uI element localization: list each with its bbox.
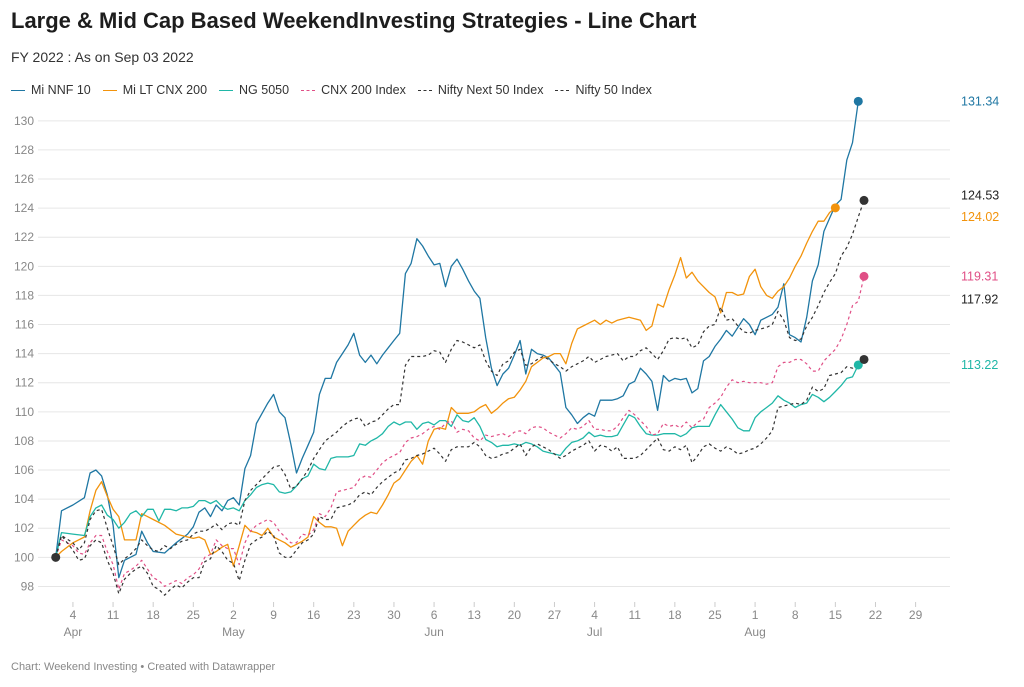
legend-item: Nifty 50 Index (555, 83, 652, 97)
x-tick-label: 16 (307, 608, 321, 622)
end-value-label: 113.22 (961, 358, 998, 372)
end-value-label: 119.31 (961, 269, 998, 283)
y-tick-label: 110 (15, 405, 34, 419)
chart-footer: Chart: Weekend Investing • Created with … (11, 661, 276, 673)
x-tick-label: 25 (187, 608, 201, 622)
x-tick-label: 11 (107, 608, 120, 622)
y-tick-label: 120 (14, 259, 34, 273)
x-tick-label: 25 (708, 608, 722, 622)
chart-subtitle: FY 2022 : As on Sep 03 2022 (11, 49, 194, 65)
y-tick-label: 102 (14, 521, 34, 535)
series-lines (55, 101, 865, 596)
x-tick-label: 18 (668, 608, 682, 622)
y-tick-label: 114 (15, 347, 34, 361)
x-month-label: Apr (64, 625, 83, 639)
end-value-label: 117.92 (961, 293, 998, 307)
legend-label: Mi NNF 10 (31, 83, 91, 97)
legend-swatch (102, 89, 117, 91)
legend-item: CNX 200 Index (301, 83, 406, 97)
series-line (55, 207, 836, 567)
legend-swatch (417, 89, 432, 91)
legend-label: Nifty Next 50 Index (437, 83, 544, 97)
y-tick-label: 124 (14, 201, 34, 215)
x-month-label: Aug (744, 625, 765, 639)
end-point (859, 271, 869, 281)
legend-swatch (555, 89, 570, 91)
x-tick-label: 30 (387, 608, 401, 622)
x-tick-label: 6 (431, 608, 438, 622)
legend-item: Nifty Next 50 Index (417, 83, 544, 97)
x-tick-label: 18 (147, 608, 161, 622)
legend-label: NG 5050 (239, 83, 290, 97)
y-tick-label: 98 (21, 579, 35, 593)
x-tick-label: 15 (829, 608, 843, 622)
legend-swatch (301, 89, 316, 91)
legend-item: Mi NNF 10 (11, 83, 91, 97)
legend-item: Mi LT CNX 200 (102, 83, 208, 97)
y-tick-label: 106 (14, 463, 34, 477)
chart-title: Large & Mid Cap Based WeekendInvesting S… (11, 8, 697, 33)
legend-swatch (11, 89, 25, 91)
x-tick-label: 29 (909, 608, 923, 622)
x-month-label: Jun (424, 625, 443, 639)
series-line (55, 276, 865, 590)
x-tick-label: 23 (347, 608, 361, 622)
x-month-label: May (222, 625, 245, 639)
series-line (55, 364, 859, 558)
end-point (859, 354, 869, 364)
end-value-label: 131.34 (961, 94, 999, 108)
chart-legend: Mi NNF 10 Mi LT CNX 200 NG 5050 CNX 200 Ind… (11, 83, 664, 97)
y-tick-label: 118 (15, 288, 34, 302)
end-value-label: 124.02 (961, 210, 999, 224)
end-point (830, 203, 840, 213)
x-tick-label: 11 (628, 608, 641, 622)
x-tick-label: 20 (508, 608, 522, 622)
x-tick-label: 4 (591, 608, 598, 622)
x-tick-label: 4 (70, 608, 77, 622)
start-point (51, 552, 61, 562)
legend-label: Mi LT CNX 200 (122, 83, 208, 97)
gridlines (38, 120, 950, 587)
series-line (55, 200, 865, 566)
series-endpoints: 131.34 124.02 113.22 119.31 124.53 117.92 (51, 94, 999, 562)
x-tick-label: 27 (548, 608, 562, 622)
legend-label: Nifty 50 Index (575, 83, 652, 97)
y-tick-label: 100 (14, 550, 34, 564)
legend-item: NG 5050 (219, 83, 289, 97)
y-tick-label: 126 (14, 172, 34, 186)
end-value-label: 124.53 (961, 188, 999, 202)
y-tick-label: 108 (14, 434, 34, 448)
x-tick-label: 13 (468, 608, 482, 622)
legend-label: CNX 200 Index (321, 83, 406, 97)
x-tick-label: 1 (752, 608, 759, 622)
y-tick-label: 130 (14, 114, 34, 128)
y-tick-label: 112 (15, 376, 34, 390)
x-month-label: Jul (587, 625, 602, 639)
x-tick-label: 22 (869, 608, 883, 622)
series-line (55, 101, 859, 579)
x-tick-label: 8 (792, 608, 799, 622)
y-tick-label: 104 (14, 492, 34, 506)
end-point (853, 360, 863, 370)
y-tick-label: 128 (14, 143, 34, 157)
end-point (859, 195, 869, 205)
x-tick-label: 2 (230, 608, 237, 622)
legend-swatch (219, 89, 234, 91)
series-line (55, 358, 865, 596)
x-tick-label: 9 (270, 608, 277, 622)
end-point (853, 96, 863, 106)
y-tick-label: 122 (14, 230, 34, 244)
y-tick-label: 116 (15, 318, 34, 332)
y-axis-ticks: 98 100 102 104 106 108 110 112 114 116 118 120 122 12… (14, 114, 34, 594)
